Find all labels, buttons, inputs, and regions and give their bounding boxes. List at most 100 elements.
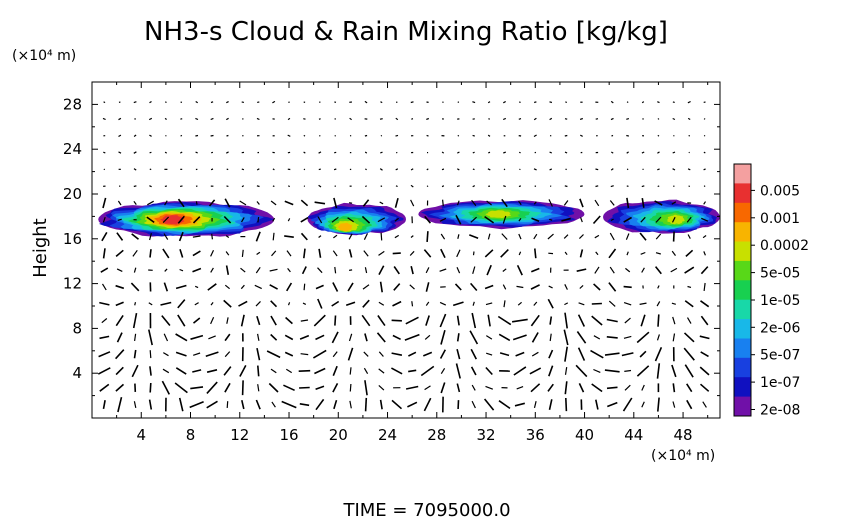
wind-vector — [502, 268, 507, 272]
wind-vector — [606, 318, 618, 323]
wind-vector — [226, 117, 229, 121]
wind-vector — [149, 185, 152, 188]
wind-vector — [471, 384, 476, 391]
colorbar-label: 0.001 — [760, 211, 800, 227]
wind-vector — [98, 351, 111, 358]
wind-vector — [607, 401, 618, 408]
wind-vector — [440, 248, 446, 259]
wind-vector — [349, 367, 352, 375]
wind-vector — [439, 313, 447, 328]
wind-vector — [226, 185, 229, 187]
wind-vector — [226, 317, 229, 324]
wind-vector — [441, 168, 445, 171]
wind-vector — [285, 316, 293, 325]
wind-vector — [641, 197, 645, 208]
wind-vector — [604, 369, 620, 373]
wind-vector — [378, 351, 384, 357]
wind-vector — [441, 185, 445, 188]
wind-vector — [636, 365, 650, 377]
wind-vector — [226, 101, 229, 104]
wind-vector — [179, 268, 184, 272]
wind-vector — [283, 384, 295, 392]
wind-vector — [623, 302, 632, 306]
wind-vector — [192, 267, 202, 273]
colorbar-segment — [734, 299, 751, 320]
y-tick-label: 16 — [63, 230, 82, 248]
wind-vector — [410, 184, 414, 188]
wind-vector — [487, 314, 491, 327]
x-tick-label: 8 — [186, 426, 196, 444]
wind-vector — [224, 284, 230, 290]
wind-vector — [548, 399, 553, 410]
wind-vector — [194, 285, 199, 289]
wind-vector — [564, 381, 568, 395]
wind-vector — [439, 301, 447, 306]
y-tick-label: 20 — [63, 185, 82, 203]
wind-vector — [531, 217, 540, 223]
wind-vector — [472, 301, 475, 306]
wind-vector — [102, 117, 106, 121]
wind-vector — [378, 368, 385, 374]
wind-vector — [314, 367, 326, 375]
wind-vector — [206, 381, 218, 394]
wind-vector — [685, 249, 694, 257]
wind-vector — [349, 383, 352, 392]
wind-vector — [485, 302, 493, 306]
wind-vector — [163, 233, 169, 240]
wind-vector — [439, 268, 447, 272]
wind-vector — [564, 118, 568, 120]
wind-vector — [131, 233, 139, 240]
wind-vector — [487, 233, 491, 240]
wind-vector — [148, 117, 153, 121]
wind-vector — [549, 316, 553, 325]
wind-vector — [610, 151, 614, 154]
wind-vector — [347, 347, 354, 361]
wind-vector — [455, 214, 462, 225]
wind-vector — [518, 151, 521, 154]
wind-vector — [377, 217, 386, 223]
wind-vector — [365, 185, 367, 188]
wind-vector — [256, 201, 260, 205]
wind-vector — [485, 385, 494, 390]
wind-vector — [334, 185, 337, 187]
wind-vector — [641, 401, 645, 408]
wind-vector — [318, 184, 322, 188]
wind-vector — [533, 201, 537, 205]
wind-vector — [364, 380, 368, 396]
wind-vector — [470, 216, 477, 223]
x-tick-label: 32 — [476, 426, 495, 444]
wind-vector — [133, 200, 137, 205]
wind-vector — [457, 101, 460, 103]
wind-vector — [672, 101, 675, 103]
x-tick-label: 4 — [136, 426, 146, 444]
wind-vector — [531, 332, 539, 343]
wind-vector — [534, 151, 537, 154]
wind-vector — [162, 248, 170, 259]
wind-vector — [472, 266, 476, 274]
wind-vector — [131, 364, 139, 378]
wind-vector — [281, 400, 297, 409]
wind-vector — [379, 118, 383, 120]
colorbar-label: 2e-06 — [760, 320, 800, 336]
wind-vector — [657, 101, 660, 104]
wind-vector — [687, 168, 691, 171]
y-axis-label: Height — [30, 218, 51, 278]
wind-vector — [211, 151, 214, 154]
wind-vector — [269, 268, 278, 272]
wind-vector — [485, 366, 493, 376]
wind-vector — [657, 314, 660, 327]
wind-vector — [164, 200, 168, 206]
wind-vector — [302, 302, 307, 305]
wind-vector — [703, 118, 706, 120]
wind-vector — [210, 317, 215, 325]
x-tick-label: 20 — [329, 426, 348, 444]
wind-vector — [118, 151, 122, 154]
wind-vector — [485, 335, 493, 340]
wind-vector — [411, 301, 414, 307]
wind-vector — [257, 101, 260, 103]
wind-vector — [683, 347, 695, 361]
wind-vector — [272, 100, 276, 104]
wind-vector — [210, 134, 214, 137]
wind-vector — [641, 101, 645, 104]
wind-vector — [549, 117, 553, 121]
